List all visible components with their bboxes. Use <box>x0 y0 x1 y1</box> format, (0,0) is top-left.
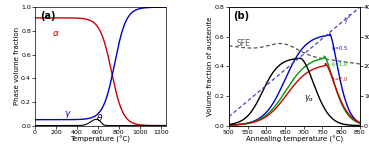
Text: (b): (b) <box>233 11 249 21</box>
Text: $\gamma^T$: $\gamma^T$ <box>343 12 354 27</box>
Text: $f_\gamma$=2.0: $f_\gamma$=2.0 <box>331 76 348 86</box>
Text: $f_\gamma$=1.0: $f_\gamma$=1.0 <box>331 61 348 71</box>
X-axis label: Annealing temperature (°C): Annealing temperature (°C) <box>246 136 343 143</box>
Text: SFE: SFE <box>236 39 250 48</box>
Text: θ: θ <box>97 114 102 123</box>
Y-axis label: Phase volume fraction: Phase volume fraction <box>14 27 20 105</box>
X-axis label: Temperature (°C): Temperature (°C) <box>70 136 131 143</box>
Text: $\gamma_\alpha$: $\gamma_\alpha$ <box>304 93 314 104</box>
Text: $f_\gamma$=0.5: $f_\gamma$=0.5 <box>331 45 348 55</box>
Text: γ: γ <box>64 108 70 118</box>
Text: (a): (a) <box>40 11 56 21</box>
Y-axis label: Volume fraction of austenite: Volume fraction of austenite <box>207 17 213 116</box>
Text: α: α <box>53 29 59 38</box>
